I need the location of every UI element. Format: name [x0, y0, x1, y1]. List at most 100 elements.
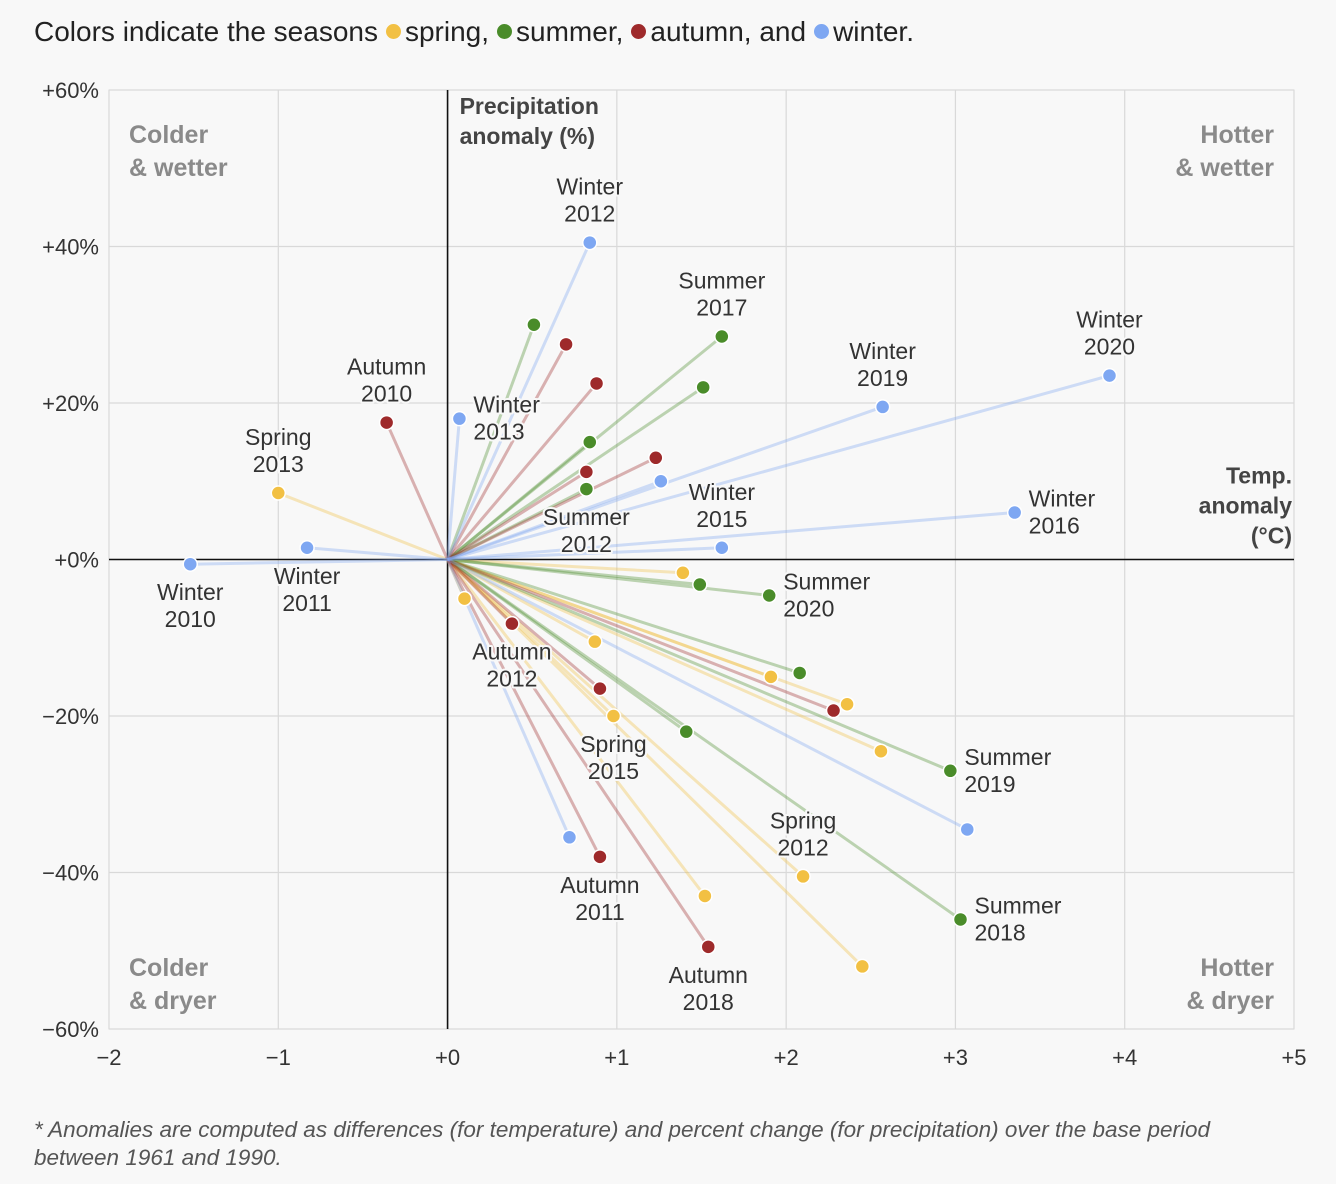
- spring-point: [587, 633, 603, 650]
- summer-point: [952, 911, 969, 928]
- spring-point: [854, 958, 871, 975]
- winter-point: [653, 473, 669, 489]
- y-tick-label: −60%: [42, 1017, 99, 1042]
- x-tick-label: +0: [435, 1045, 460, 1070]
- summer-point: [942, 763, 959, 779]
- quadrant-label-colder-wetter: Colder & wetter: [129, 121, 228, 182]
- y-tick-label: +40%: [42, 235, 99, 260]
- winter-point-label: Winter 2012: [557, 174, 624, 227]
- footnote: * Anomalies are computed as differences …: [34, 1117, 1211, 1170]
- winter-connector-line: [447, 374, 1110, 561]
- spring-point-label: Spring 2013: [245, 424, 311, 477]
- summer-connector-line: [446, 386, 705, 561]
- x-tick-label: +1: [604, 1045, 629, 1070]
- x-tick-label: −1: [266, 1045, 291, 1070]
- summer-point: [692, 576, 708, 593]
- summer-point: [578, 481, 595, 497]
- autumn-point: [378, 414, 395, 431]
- summer-color-dot: [497, 24, 513, 39]
- x-tick-label: +2: [774, 1045, 799, 1070]
- summer-point: [714, 328, 730, 345]
- x-tick-label: +5: [1281, 1045, 1306, 1070]
- scatter-chart: −2 −1 +0 +1 +2 +3 +4 +5 +60% +40% +20% +0% −20% −40% −…: [42, 78, 1306, 1070]
- spring-point-label: Spring 2012: [770, 807, 836, 860]
- autumn-point: [592, 680, 608, 697]
- summer-point-label: Summer 2020: [783, 568, 870, 621]
- autumn-point: [648, 450, 664, 466]
- spring-connector-line: [447, 558, 848, 706]
- summer-connector-line: [446, 335, 723, 561]
- autumn-point: [588, 375, 605, 392]
- summer-point: [526, 317, 542, 333]
- summer-connector-line: [447, 558, 700, 587]
- autumn-point-label: Autumn 2011: [560, 872, 639, 925]
- autumn-point-label: Autumn 2010: [347, 354, 426, 407]
- autumn-point: [578, 464, 595, 480]
- legend-item-winter: winter.: [806, 16, 914, 47]
- summer-connector-line: [446, 558, 962, 921]
- spring-connector-line: [447, 558, 683, 575]
- summer-point-label: Summer 2017: [678, 267, 765, 320]
- autumn-connector-line: [446, 558, 601, 690]
- autumn-color-dot: [631, 24, 647, 39]
- autumn-point-label: Autumn 2018: [669, 962, 748, 1015]
- legend-item-summer: summer,: [489, 16, 623, 47]
- spring-connector-line: [277, 491, 449, 561]
- summer-point: [582, 434, 598, 450]
- winter-connector-line: [447, 546, 722, 561]
- spring-point: [605, 708, 622, 724]
- winter-point: [582, 234, 598, 251]
- winter-connector-line: [447, 511, 1015, 561]
- chart-legend: Colors indicate the seasons spring, summer…: [34, 14, 914, 50]
- summer-point-label: Summer 2019: [964, 744, 1051, 797]
- winter-color-dot: [814, 24, 830, 39]
- summer-point: [678, 723, 695, 740]
- summer-connector-line: [446, 558, 688, 733]
- winter-point-label: Winter 2013: [473, 392, 540, 445]
- legend-item-spring: spring,: [378, 16, 489, 47]
- winter-point: [959, 821, 976, 838]
- x-tick-label: +4: [1112, 1045, 1137, 1070]
- summer-point: [791, 665, 808, 681]
- spring-connector-line: [447, 558, 772, 679]
- autumn-connector-line: [446, 382, 598, 561]
- winter-connector-line: [446, 241, 592, 561]
- winter-point: [1101, 367, 1118, 384]
- winter-point: [182, 556, 199, 572]
- legend-intro: Colors indicate the seasons: [34, 16, 378, 47]
- spring-connector-line: [446, 558, 805, 878]
- spring-connector-line: [446, 558, 707, 897]
- winter-connector-line: [447, 479, 662, 561]
- autumn-point-label: Autumn 2012: [472, 639, 551, 692]
- x-tick-label: −2: [96, 1045, 121, 1070]
- winter-point: [561, 829, 578, 846]
- autumn-point: [700, 939, 717, 955]
- spring-point: [270, 485, 287, 501]
- winter-point: [451, 410, 468, 427]
- winter-connector-line: [306, 546, 448, 561]
- winter-connector-line: [446, 418, 461, 560]
- legend-item-autumn: autumn, and: [623, 16, 806, 47]
- quadrant-label-colder-dryer: Colder & dryer: [129, 954, 217, 1015]
- winter-point-label: Winter 2019: [849, 338, 916, 391]
- summer-connector-line: [447, 558, 770, 597]
- autumn-connector-line: [446, 558, 710, 948]
- summer-point: [761, 587, 777, 604]
- winter-point: [299, 540, 315, 556]
- autumn-point: [592, 849, 608, 865]
- winter-connector-line: [446, 558, 968, 831]
- autumn-connector-line: [446, 470, 588, 561]
- winter-point: [874, 399, 891, 415]
- summer-connector-line: [446, 487, 588, 561]
- spring-point: [697, 888, 713, 904]
- spring-point: [456, 590, 473, 607]
- winter-point: [1006, 504, 1023, 521]
- autumn-connector-line: [446, 343, 568, 561]
- autumn-connector-line: [385, 421, 449, 561]
- autumn-point: [825, 702, 842, 719]
- summer-point-label: Summer 2012: [543, 504, 630, 557]
- y-tick-label: −40%: [42, 861, 99, 886]
- spring-point: [873, 743, 889, 759]
- winter-point-label: Winter 2010: [157, 579, 224, 632]
- spring-point: [839, 696, 855, 713]
